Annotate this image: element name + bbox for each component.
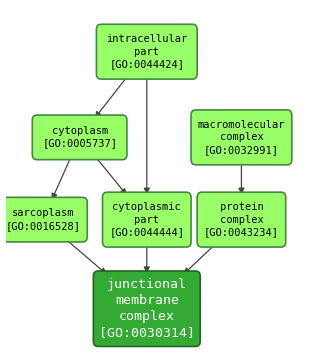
FancyBboxPatch shape [0, 197, 87, 242]
FancyBboxPatch shape [93, 271, 200, 346]
Text: cytoplasm
[GO:0005737]: cytoplasm [GO:0005737] [42, 126, 117, 149]
Text: junctional
membrane
complex
[GO:0030314]: junctional membrane complex [GO:0030314] [99, 278, 195, 339]
FancyBboxPatch shape [191, 110, 292, 165]
FancyBboxPatch shape [96, 24, 197, 79]
Text: sarcoplasm
[GO:0016528]: sarcoplasm [GO:0016528] [5, 208, 80, 231]
FancyBboxPatch shape [102, 192, 191, 247]
Text: protein
complex
[GO:0043234]: protein complex [GO:0043234] [204, 202, 279, 237]
Text: macromolecular
complex
[GO:0032991]: macromolecular complex [GO:0032991] [198, 120, 285, 155]
FancyBboxPatch shape [32, 115, 127, 160]
FancyBboxPatch shape [197, 192, 286, 247]
Text: cytoplasmic
part
[GO:0044444]: cytoplasmic part [GO:0044444] [109, 202, 184, 237]
Text: intracellular
part
[GO:0044424]: intracellular part [GO:0044424] [106, 34, 187, 69]
